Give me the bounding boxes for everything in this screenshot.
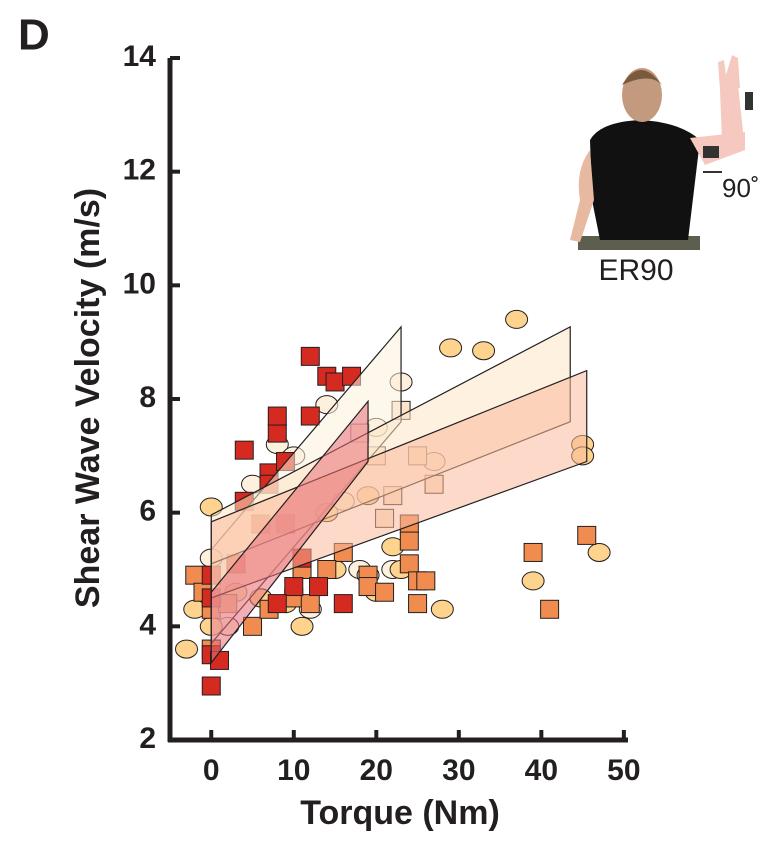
point	[523, 542, 543, 562]
angle-label: 90˚	[722, 173, 760, 203]
sensor	[745, 92, 753, 110]
point	[300, 346, 320, 366]
y-tick-label: 10	[123, 267, 156, 300]
x-tick-label: 40	[525, 754, 558, 787]
x-tick-label: 10	[277, 754, 310, 787]
point	[243, 616, 263, 636]
y-tick-label: 2	[139, 722, 156, 755]
sensor	[703, 146, 719, 158]
y-tick-label: 14	[123, 40, 157, 73]
x-tick-label: 0	[203, 754, 220, 787]
point	[472, 341, 496, 361]
y-tick-label: 6	[139, 495, 156, 528]
hand	[718, 55, 740, 90]
point	[185, 565, 205, 585]
point	[267, 406, 287, 426]
point	[521, 571, 545, 591]
point	[175, 639, 199, 659]
y-tick-label: 12	[123, 154, 156, 187]
point	[317, 560, 337, 579]
point	[375, 582, 395, 602]
inset-caption: ER90	[598, 254, 673, 287]
point	[267, 594, 287, 614]
point	[408, 594, 428, 614]
panel-label: D	[18, 11, 50, 60]
x-tick-label: 50	[607, 754, 640, 787]
point	[284, 577, 304, 597]
point	[439, 338, 463, 358]
y-axis-label: Shear Wave Velocity (m/s)	[69, 188, 107, 608]
point	[540, 599, 560, 619]
point	[267, 423, 287, 443]
point	[430, 599, 454, 619]
y-tick-label: 8	[139, 381, 156, 414]
left-arm	[570, 150, 594, 242]
point	[300, 406, 320, 426]
point	[333, 594, 353, 614]
confidence-band	[210, 399, 369, 665]
x-tick-label: 20	[360, 754, 393, 787]
point	[234, 440, 254, 460]
point	[201, 676, 221, 696]
point	[309, 577, 329, 597]
point	[577, 525, 597, 545]
x-axis-label: Torque (Nm)	[300, 794, 500, 832]
point	[300, 594, 320, 614]
head	[622, 68, 662, 122]
inset-figure	[570, 55, 753, 250]
point	[399, 554, 419, 574]
x-tick-label: 30	[442, 754, 475, 787]
point	[325, 372, 345, 392]
hair	[622, 70, 662, 85]
point	[505, 309, 529, 329]
y-tick-label: 4	[139, 608, 156, 641]
point	[416, 571, 436, 591]
point	[399, 531, 419, 551]
torso	[590, 120, 700, 240]
point	[290, 616, 314, 636]
forearm	[720, 85, 745, 150]
point	[358, 577, 378, 597]
point	[587, 542, 611, 562]
